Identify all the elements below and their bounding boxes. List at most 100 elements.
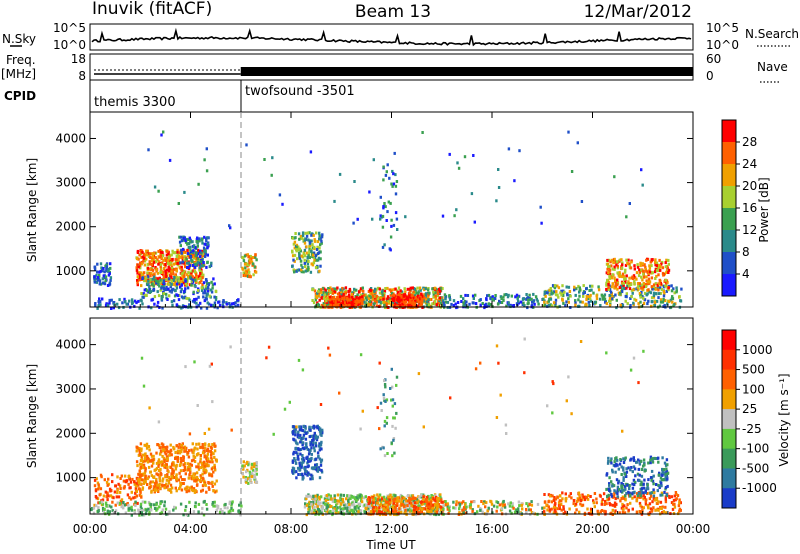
velocity-pixel-1637: [406, 501, 409, 505]
power-pixel-713: [164, 288, 168, 292]
velocity-pixel-524: [149, 470, 152, 474]
velocity-pixel-252: [152, 461, 155, 465]
velocity-pixel-1063: [292, 469, 296, 473]
velocity-pixel-590: [144, 480, 147, 484]
velocity-pixel-76: [116, 488, 119, 492]
velocity-pixel-186: [215, 479, 218, 483]
power-pixel-779: [196, 236, 199, 240]
freq-left-label-bottom: [MHz]: [1, 67, 36, 81]
velocity-pixel-1016: [317, 444, 321, 448]
power-pixel-427: [170, 253, 173, 257]
velocity-pixel-759: [134, 500, 137, 504]
power-pixel-982: [246, 253, 249, 257]
power-pixel-935: [96, 306, 99, 310]
power-colorbar-label-2: 20: [742, 179, 757, 193]
velocity-pixel-663: [215, 509, 218, 513]
power-pixel-2442: [557, 295, 560, 299]
power-pixel-2620: [628, 287, 632, 291]
power-pixel-1638: [373, 301, 376, 305]
velocity-pixel-255: [190, 485, 193, 489]
velocity-pixel-1888: [480, 500, 483, 503]
power-pixel-689: [162, 285, 165, 289]
power-pixel-1907: [354, 304, 357, 308]
power-pixel-700: [156, 280, 159, 283]
power-pixel-54: [106, 284, 110, 287]
power-pixel-2680: [648, 264, 651, 268]
velocity-pixel-1762: [386, 506, 390, 510]
power-pixel-2461: [543, 290, 546, 294]
power-pixel-2664: [640, 275, 643, 279]
power-pixel-2370: [650, 304, 653, 308]
power-pixel-1050: [305, 251, 308, 255]
power-pixel-959: [123, 297, 126, 301]
velocity-pixel-615: [151, 480, 155, 484]
power-pixel-2440: [551, 284, 555, 288]
velocity-pixel-1626: [400, 498, 403, 502]
velocity-pixel-734: [224, 502, 227, 506]
velocity-pixel-1570: [330, 497, 333, 501]
velocity-pixel-1583: [324, 502, 327, 506]
power-pixel-760: [205, 239, 208, 243]
power-pixel-1103: [307, 254, 310, 258]
power-pixel-1977: [414, 299, 417, 303]
velocity-pixel-1801: [435, 506, 439, 510]
power-pixel-360: [164, 257, 167, 261]
velocity-pixel-884: [309, 440, 312, 444]
power-pixel-2751: [658, 282, 661, 286]
power-pixel-1605: [406, 287, 409, 291]
velocity-pixel-1056: [319, 460, 323, 464]
power-pixel-2310: [669, 298, 672, 302]
velocity-pixel-858: [253, 462, 256, 466]
power-pixel-139: [138, 278, 141, 282]
velocity-pixel-779: [202, 513, 206, 517]
power-pixel-655: [162, 281, 165, 285]
velocity-pixel-936: [291, 460, 295, 464]
velocity-pixel-705: [130, 505, 133, 509]
velocity-pixel-1991: [530, 500, 533, 504]
velocity-pixel-1069: [311, 438, 314, 442]
velocity-pixel-539: [175, 444, 179, 448]
velocity-pixel-1868: [420, 510, 423, 514]
power-pixel-2573: [660, 288, 664, 291]
velocity-pixel-1011: [294, 433, 297, 437]
velocity-pixel-1960: [507, 502, 510, 506]
velocity-pixel-102: [114, 503, 117, 507]
velocity-pixel-1593: [363, 510, 367, 514]
velocity-pixel-562: [161, 479, 164, 483]
velocity-pixel-218: [211, 460, 214, 464]
power-pixel-328: [152, 257, 155, 261]
power-pixel-2412: [642, 302, 646, 305]
velocity-pixel-394: [202, 469, 205, 472]
power-pixel-862: [161, 306, 164, 310]
power-pixel-1969: [421, 294, 424, 298]
velocity-pixel-882: [310, 466, 314, 470]
velocity-pixel-233: [210, 446, 213, 450]
velocity-pixel-595: [148, 459, 152, 463]
power-pixel-1028: [248, 270, 251, 274]
velocity-pixel-34: [108, 487, 112, 491]
power-pixel-1313: [434, 297, 438, 301]
power-pixel-554: [142, 256, 146, 260]
power-pixel-698: [180, 295, 184, 299]
velocity-pixel-527: [210, 467, 214, 471]
power-pixel-1729: [325, 292, 328, 296]
power-pixel-2747: [608, 268, 612, 272]
power-pixel-375: [164, 258, 168, 262]
velocity-pixel-100: [135, 484, 138, 488]
velocity-pixel-248: [184, 449, 187, 453]
power-pixel-703: [202, 291, 205, 295]
power-pixel-2817: [392, 182, 396, 186]
power-pixel-786: [194, 254, 198, 258]
velocity-pixel-1963: [517, 500, 521, 504]
power-pixel-485: [181, 275, 184, 279]
power-pixel-653: [205, 282, 209, 286]
velocity-pixel-1050: [312, 467, 315, 471]
velocity-pixel-967: [310, 441, 313, 445]
velocity-pixel-1391: [349, 497, 352, 501]
velocity-pixel-229: [208, 460, 212, 464]
power-pixel-978: [195, 297, 198, 301]
velocity-pixel-946: [320, 470, 324, 474]
power-pixel-2474: [640, 304, 643, 308]
power-pixel-2003: [419, 294, 422, 298]
velocity-pixel-1314: [346, 506, 349, 510]
